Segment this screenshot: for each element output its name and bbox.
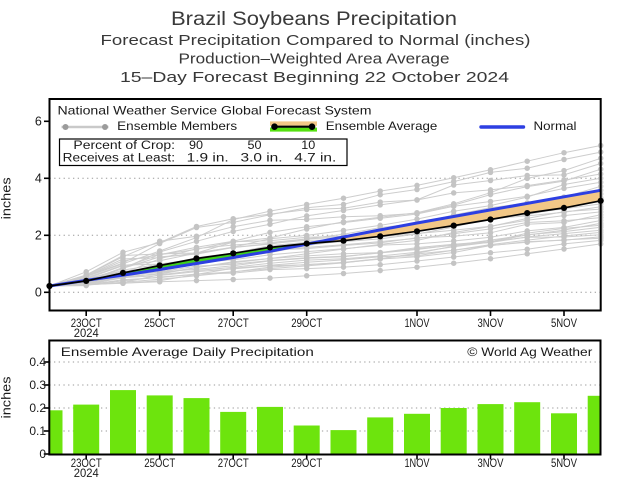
svg-text:5NOV: 5NOV bbox=[551, 456, 577, 470]
svg-text:0: 0 bbox=[35, 286, 42, 300]
svg-text:1NOV: 1NOV bbox=[404, 316, 429, 330]
svg-text:25OCT: 25OCT bbox=[144, 456, 176, 470]
svg-text:0: 0 bbox=[39, 447, 46, 461]
svg-text:23OCT: 23OCT bbox=[71, 316, 103, 330]
svg-text:3NOV: 3NOV bbox=[477, 456, 503, 470]
svg-text:4: 4 bbox=[35, 172, 42, 186]
svg-text:0.1: 0.1 bbox=[29, 424, 46, 438]
svg-text:2024: 2024 bbox=[74, 326, 99, 340]
svg-text:29OCT: 29OCT bbox=[291, 316, 323, 330]
svg-text:inches: inches bbox=[0, 177, 14, 219]
svg-text:25OCT: 25OCT bbox=[144, 316, 176, 330]
svg-text:National Weather Service Globa: National Weather Service Global Forecast… bbox=[58, 104, 372, 118]
svg-text:2024: 2024 bbox=[74, 466, 99, 480]
svg-text:4.7 in.: 4.7 in. bbox=[294, 153, 336, 165]
svg-text:Brazil Soybeans Precipitation: Brazil Soybeans Precipitation bbox=[171, 9, 457, 30]
svg-text:Receives at Least:: Receives at Least: bbox=[63, 153, 175, 165]
svg-text:3.0 in.: 3.0 in. bbox=[241, 153, 283, 165]
svg-text:Percent of Crop:: Percent of Crop: bbox=[73, 140, 175, 152]
svg-text:2: 2 bbox=[35, 229, 42, 243]
svg-text:0.3: 0.3 bbox=[29, 378, 46, 392]
svg-text:1NOV: 1NOV bbox=[404, 456, 429, 470]
svg-text:Production–Weighted Area Avera: Production–Weighted Area Average bbox=[179, 52, 450, 68]
svg-text:29OCT: 29OCT bbox=[291, 456, 323, 470]
svg-text:23OCT: 23OCT bbox=[71, 456, 103, 470]
svg-text:0.2: 0.2 bbox=[29, 401, 46, 415]
svg-text:Ensemble Average: Ensemble Average bbox=[326, 119, 438, 133]
svg-text:27OCT: 27OCT bbox=[218, 316, 250, 330]
svg-text:10: 10 bbox=[301, 140, 315, 152]
svg-text:Normal: Normal bbox=[534, 119, 577, 133]
svg-text:15–Day Forecast Beginning 22 O: 15–Day Forecast Beginning 22 October 202… bbox=[120, 70, 509, 86]
svg-text:5NOV: 5NOV bbox=[551, 316, 577, 330]
svg-text:Ensemble Members: Ensemble Members bbox=[117, 119, 237, 133]
svg-text:3NOV: 3NOV bbox=[477, 316, 503, 330]
svg-text:1.9 in.: 1.9 in. bbox=[187, 153, 229, 165]
svg-text:27OCT: 27OCT bbox=[218, 456, 250, 470]
svg-text:© World Ag Weather: © World Ag Weather bbox=[467, 345, 592, 359]
svg-text:Forecast Precipitation Compare: Forecast Precipitation Compared to Norma… bbox=[101, 33, 531, 49]
svg-text:90: 90 bbox=[189, 140, 203, 152]
svg-text:inches: inches bbox=[0, 377, 14, 419]
svg-text:Ensemble Average Daily Precipi: Ensemble Average Daily Precipitation bbox=[61, 345, 314, 359]
svg-text:0.4: 0.4 bbox=[29, 355, 46, 369]
svg-text:50: 50 bbox=[248, 140, 262, 152]
svg-text:6: 6 bbox=[35, 115, 42, 129]
